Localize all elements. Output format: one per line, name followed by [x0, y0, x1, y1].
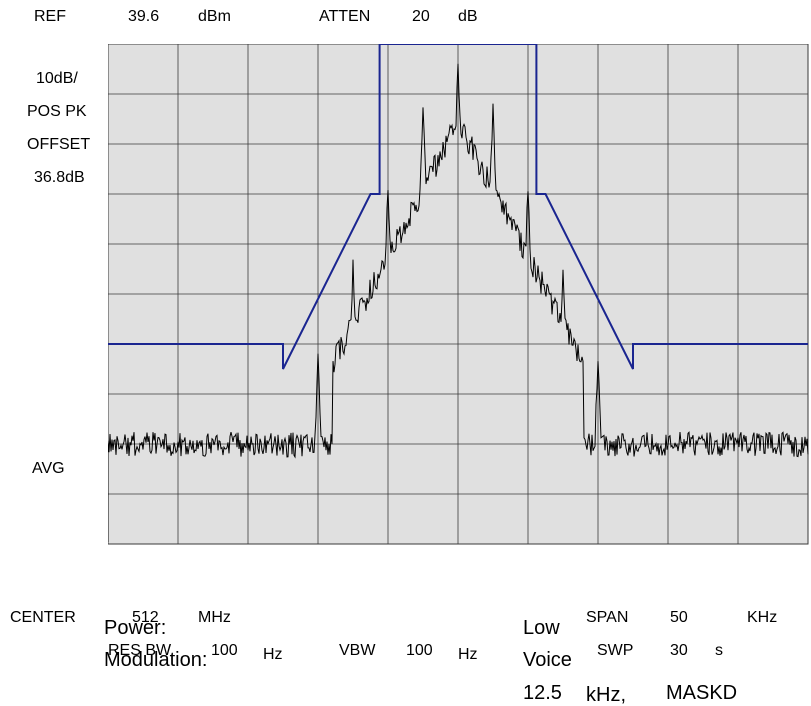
- atten-unit: dB: [458, 8, 478, 25]
- ref-unit: dBm: [198, 8, 231, 25]
- scale-label: 10dB/: [36, 70, 78, 87]
- center-label: CENTER: [10, 609, 76, 626]
- swp-value: 30: [670, 642, 688, 659]
- center-value: 512: [132, 609, 159, 626]
- atten-value: 20: [412, 8, 430, 25]
- span-label: SPAN: [586, 609, 629, 626]
- channel-value: 12.5: [523, 682, 562, 704]
- vbw-label: VBW: [339, 642, 376, 659]
- vbw-value: 100: [406, 642, 433, 659]
- atten-label: ATTEN: [319, 8, 371, 25]
- span-unit: KHz: [747, 609, 778, 626]
- avg-label: AVG: [32, 460, 65, 477]
- rbw-unit: Hz: [263, 646, 283, 663]
- ref-value: 39.6: [128, 8, 160, 25]
- power-value: Low: [523, 617, 560, 639]
- graticule: [108, 44, 808, 544]
- modulation-label: Modulation:: [104, 649, 208, 671]
- offset-label: OFFSET: [27, 136, 91, 153]
- span-value: 50: [670, 609, 688, 626]
- rbw-label: RES BW: [108, 642, 172, 659]
- offset-value: 36.8dB: [34, 169, 85, 186]
- modulation-value: Voice: [523, 649, 572, 671]
- spectrum-display: [108, 44, 809, 545]
- rbw-value: 100: [211, 642, 238, 659]
- spectrum-trace: [108, 63, 809, 542]
- emission-mask-line: [108, 44, 808, 370]
- center-unit: MHz: [198, 609, 231, 626]
- swp-unit: s: [715, 642, 723, 659]
- swp-label: SWP: [597, 642, 634, 659]
- power-label: Power:: [104, 617, 167, 639]
- detector-label: POS PK: [27, 103, 87, 120]
- channel-unit: kHz,: [586, 684, 626, 706]
- vbw-unit: Hz: [458, 646, 478, 663]
- ref-label: REF: [34, 8, 66, 25]
- mask-label: MASKD: [666, 682, 738, 704]
